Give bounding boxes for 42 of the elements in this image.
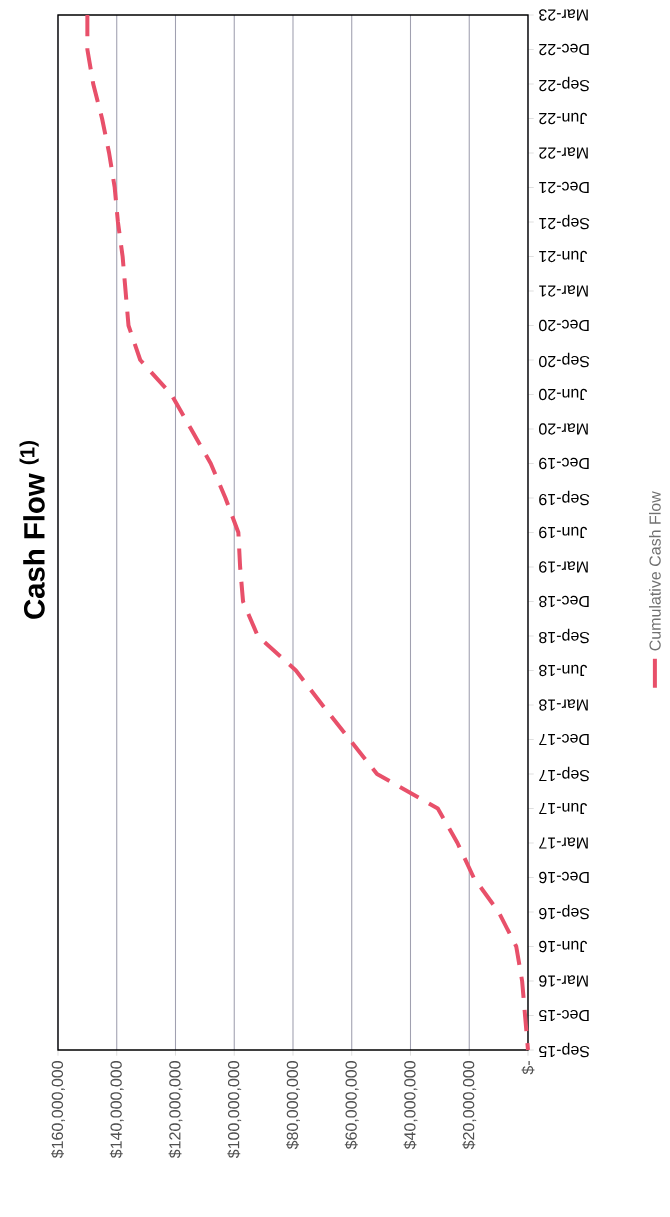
x-tick-label: $160,000,000 [51,1061,65,1159]
x-tick-label: $20,000,000 [462,1061,477,1150]
y-tick-label: Sep-22 [539,76,590,92]
y-tick-label: Sep-21 [539,214,590,230]
y-tick-label: Sep-18 [539,628,590,644]
x-tick-label: $100,000,000 [227,1061,242,1159]
y-tick-label: Mar-17 [539,837,588,849]
y-tick-label: Jun-21 [539,250,588,263]
x-tick-label: $140,000,000 [109,1061,124,1159]
y-tick-label: Jun-17 [539,802,588,815]
y-tick-label: Mar-20 [539,423,588,435]
y-tick-label: Dec-15 [539,1009,589,1022]
y-tick-label: Jun-20 [539,388,588,401]
y-tick-label: Sep-17 [539,766,590,782]
y-tick-label: Sep-19 [539,490,590,506]
y-tick-label: Jun-16 [539,940,588,953]
y-tick-label: Dec-21 [539,181,589,194]
y-tick-label: Jun-18 [539,664,588,677]
y-tick-label: Dec-16 [539,871,589,884]
x-tick-label: $80,000,000 [286,1061,300,1150]
y-tick-label: Jun-22 [539,112,588,125]
y-tick-label: Mar-19 [539,561,588,573]
y-tick-label: Dec-22 [539,43,589,56]
y-tick-label: Mar-16 [539,975,588,987]
y-tick-label: Sep-15 [539,1042,590,1058]
y-tick-label: Mar-21 [539,285,588,297]
x-tick-label: $- [521,1061,535,1075]
text: Cash Flow $^{(1)}$ [19,441,45,619]
y-tick-label: Mar-23 [539,9,588,21]
y-tick-label: Sep-16 [539,904,590,920]
y-tick-label: Jun-19 [539,526,588,539]
x-tick-label: $40,000,000 [403,1061,418,1150]
y-tick-label: Mar-18 [539,699,588,711]
x-tick-label: $120,000,000 [168,1061,183,1159]
y-tick-label: Mar-22 [539,147,588,159]
y-tick-label: Dec-17 [539,733,589,746]
y-tick-label: Dec-20 [539,319,589,332]
y-tick-label: Dec-18 [539,595,589,608]
y-tick-label: Sep-20 [539,352,590,368]
y-tick-label: Dec-19 [539,457,589,470]
x-tick-label: $60,000,000 [344,1061,359,1150]
text: Cumulative Cash Flow [649,491,661,651]
